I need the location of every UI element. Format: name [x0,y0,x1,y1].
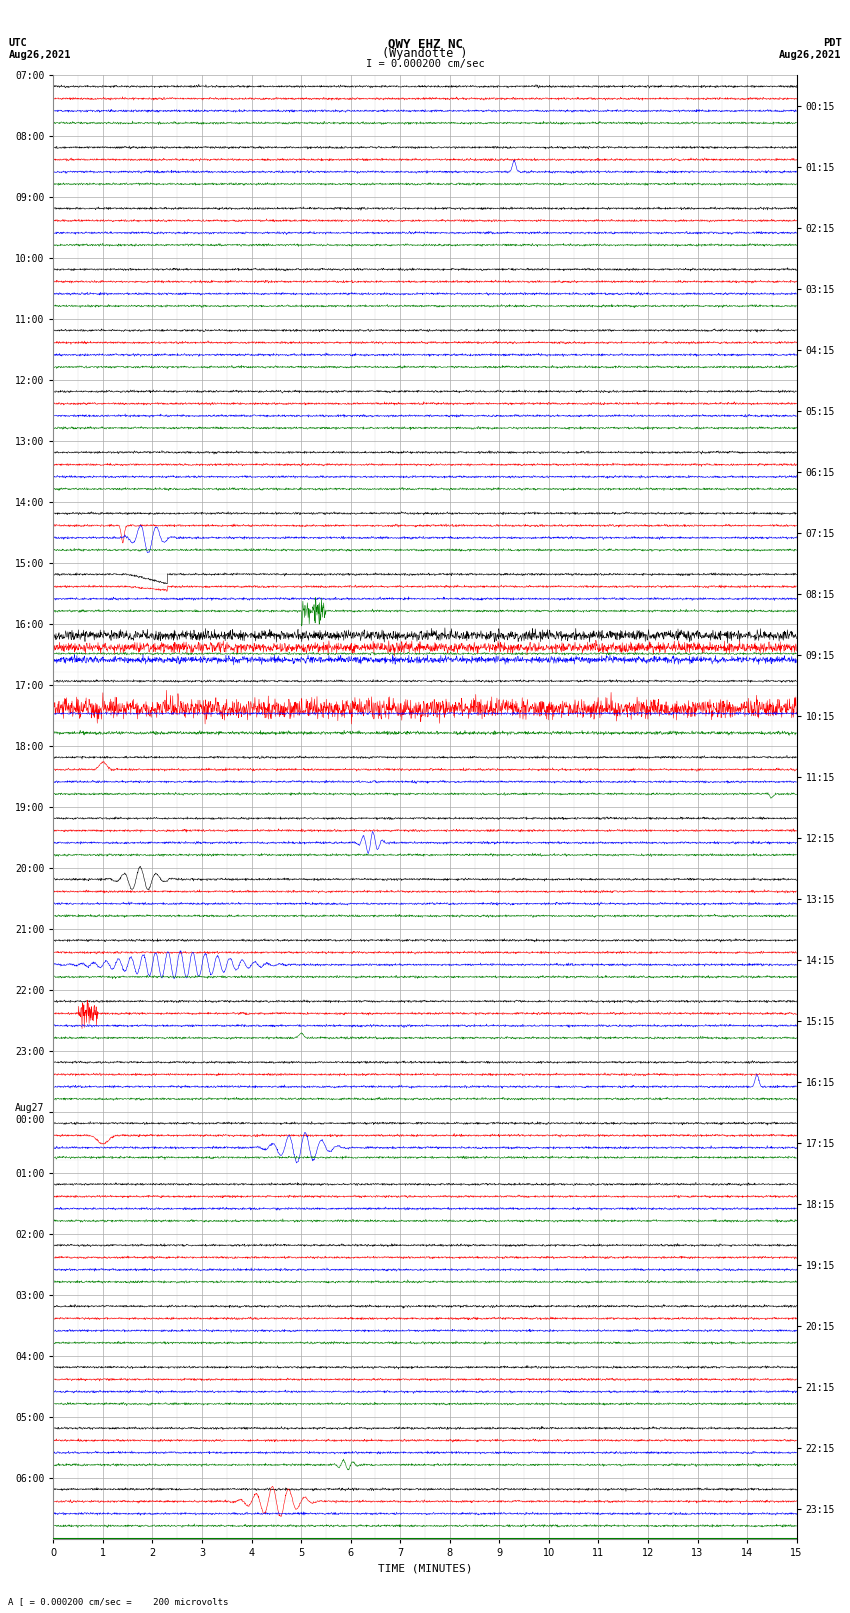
Text: A [ = 0.000200 cm/sec =    200 microvolts: A [ = 0.000200 cm/sec = 200 microvolts [8,1597,229,1607]
X-axis label: TIME (MINUTES): TIME (MINUTES) [377,1565,473,1574]
Text: (Wyandotte ): (Wyandotte ) [382,47,468,60]
Text: QWY EHZ NC: QWY EHZ NC [388,37,462,50]
Text: PDT: PDT [823,39,842,48]
Text: Aug26,2021: Aug26,2021 [779,50,842,60]
Text: I = 0.000200 cm/sec: I = 0.000200 cm/sec [366,60,484,69]
Text: Aug26,2021: Aug26,2021 [8,50,71,60]
Text: UTC: UTC [8,39,27,48]
